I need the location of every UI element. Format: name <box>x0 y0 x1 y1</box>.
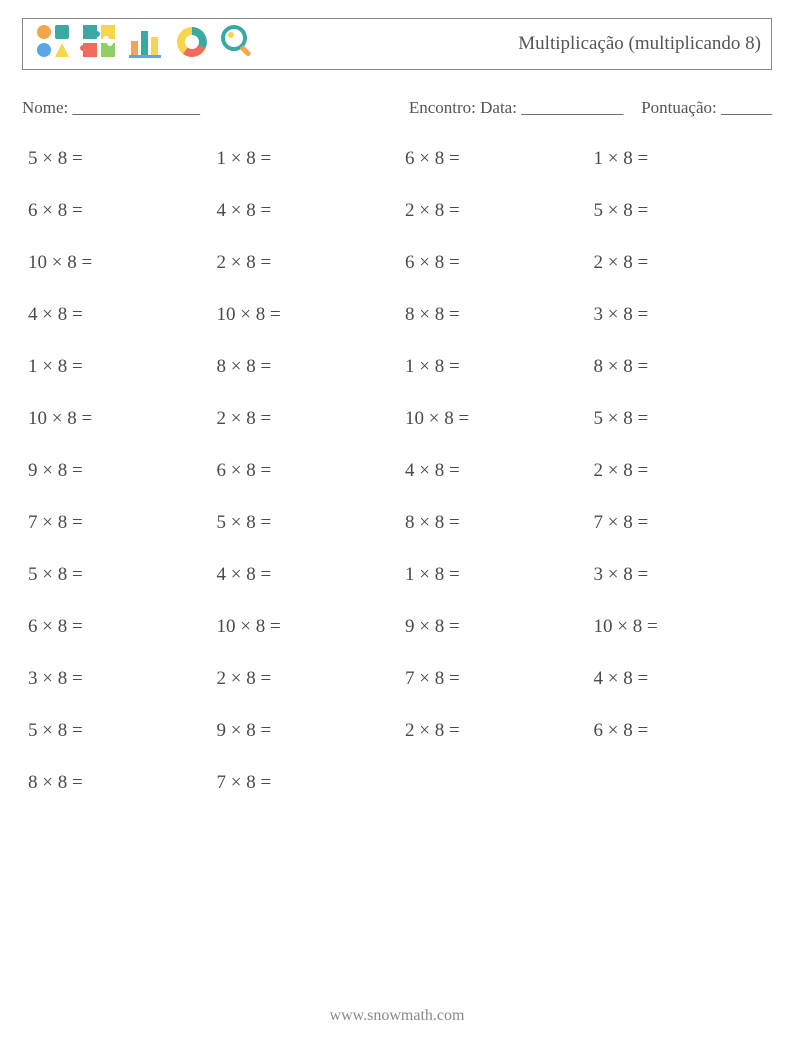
problem-cell: 7 × 8 = <box>28 512 207 534</box>
problem-cell: 5 × 8 = <box>594 408 773 430</box>
puzzle-icon <box>79 21 121 68</box>
worksheet-header: Multiplicação (multiplicando 8) <box>22 18 772 70</box>
problem-cell: 6 × 8 = <box>217 460 396 482</box>
problem-cell: 10 × 8 = <box>28 252 207 274</box>
problem-cell: 4 × 8 = <box>28 304 207 326</box>
problem-cell: 7 × 8 = <box>405 668 584 690</box>
problem-cell: 8 × 8 = <box>594 356 773 378</box>
problem-cell: 9 × 8 = <box>405 616 584 638</box>
problem-cell: 10 × 8 = <box>28 408 207 430</box>
problem-cell: 4 × 8 = <box>405 460 584 482</box>
problem-cell: 9 × 8 = <box>217 720 396 742</box>
problem-cell: 5 × 8 = <box>217 512 396 534</box>
info-row: Nome: _______________ Encontro: Data: __… <box>22 98 772 118</box>
problem-cell: 6 × 8 = <box>405 148 584 170</box>
name-label: Nome: _______________ <box>22 98 200 118</box>
problem-cell: 1 × 8 = <box>594 148 773 170</box>
problem-cell: 2 × 8 = <box>594 460 773 482</box>
problem-cell: 8 × 8 = <box>28 772 207 794</box>
header-icon-strip <box>33 21 259 68</box>
problem-cell: 8 × 8 = <box>405 512 584 534</box>
problem-cell: 2 × 8 = <box>217 408 396 430</box>
problem-cell: 6 × 8 = <box>28 200 207 222</box>
problem-cell: 2 × 8 = <box>217 668 396 690</box>
problem-cell: 1 × 8 = <box>405 356 584 378</box>
problem-cell: 8 × 8 = <box>405 304 584 326</box>
problem-cell: 2 × 8 = <box>405 200 584 222</box>
problem-cell: 10 × 8 = <box>217 616 396 638</box>
problem-cell: 7 × 8 = <box>594 512 773 534</box>
problem-cell: 1 × 8 = <box>28 356 207 378</box>
score-label: Pontuação: ______ <box>641 98 772 118</box>
problem-cell: 3 × 8 = <box>594 304 773 326</box>
problem-cell: 10 × 8 = <box>217 304 396 326</box>
problem-cell: 6 × 8 = <box>405 252 584 274</box>
problem-cell: 6 × 8 = <box>594 720 773 742</box>
problem-cell: 3 × 8 = <box>28 668 207 690</box>
problem-cell: 1 × 8 = <box>405 564 584 586</box>
problem-cell: 4 × 8 = <box>217 564 396 586</box>
problem-grid: 5 × 8 = 1 × 8 = 6 × 8 = 1 × 8 = 6 × 8 = 4 × 8… <box>22 148 772 794</box>
problem-cell: 2 × 8 = <box>405 720 584 742</box>
problem-cell: 3 × 8 = <box>594 564 773 586</box>
bar-chart-icon <box>125 21 167 68</box>
problem-cell: 7 × 8 = <box>217 772 396 794</box>
problem-cell: 1 × 8 = <box>217 148 396 170</box>
problem-cell: 2 × 8 = <box>594 252 773 274</box>
problem-cell: 5 × 8 = <box>594 200 773 222</box>
donut-chart-icon <box>171 21 213 68</box>
problem-cell: 10 × 8 = <box>405 408 584 430</box>
problem-cell: 5 × 8 = <box>28 564 207 586</box>
problem-cell: 5 × 8 = <box>28 720 207 742</box>
problem-cell: 9 × 8 = <box>28 460 207 482</box>
problem-cell: 8 × 8 = <box>217 356 396 378</box>
footer-url: www.snowmath.com <box>0 1007 794 1025</box>
problem-cell: 5 × 8 = <box>28 148 207 170</box>
worksheet-title: Multiplicação (multiplicando 8) <box>518 33 761 55</box>
problem-cell: 4 × 8 = <box>594 668 773 690</box>
encounter-label: Encontro: Data: ____________ <box>409 98 623 118</box>
problem-cell: 10 × 8 = <box>594 616 773 638</box>
problem-cell: 6 × 8 = <box>28 616 207 638</box>
problem-cell: 2 × 8 = <box>217 252 396 274</box>
problem-cell: 4 × 8 = <box>217 200 396 222</box>
magnifier-icon <box>217 21 259 68</box>
shapes-icon <box>33 21 75 68</box>
